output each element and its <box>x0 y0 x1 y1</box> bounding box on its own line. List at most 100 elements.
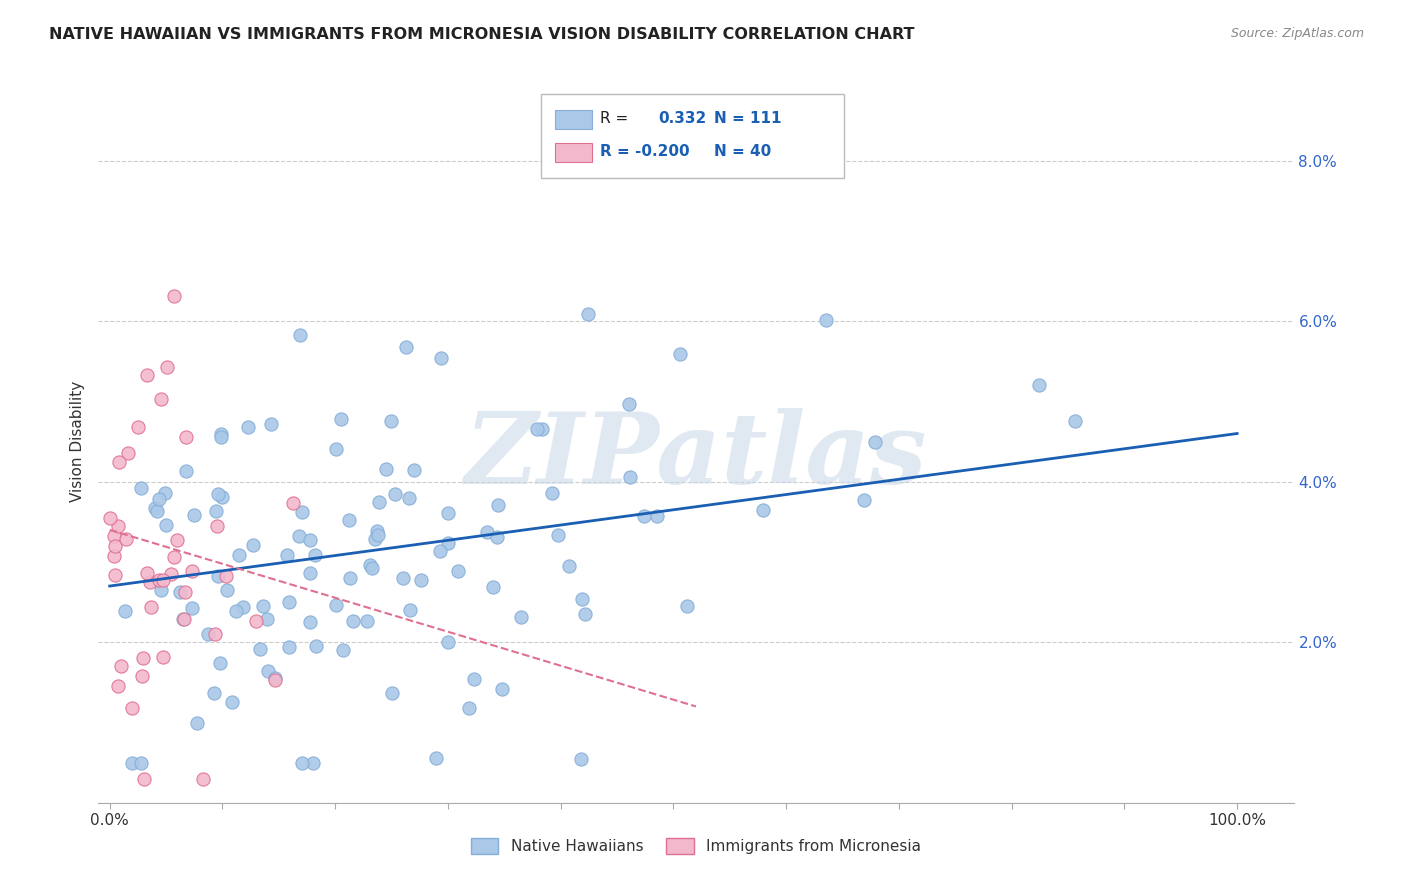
Point <box>217 582 239 597</box>
Point <box>541 486 564 500</box>
Point <box>437 506 460 520</box>
Point <box>162 288 184 302</box>
Point <box>375 462 398 476</box>
Point <box>571 591 593 606</box>
Text: N = 111: N = 111 <box>714 112 782 126</box>
Point <box>576 307 599 321</box>
Point <box>149 583 172 598</box>
Point <box>402 463 425 477</box>
Point <box>172 612 194 626</box>
Point <box>304 548 326 562</box>
Point <box>510 610 533 624</box>
Point <box>752 503 775 517</box>
Point <box>337 513 360 527</box>
Point <box>149 392 172 406</box>
Point <box>181 600 204 615</box>
Point <box>197 627 219 641</box>
Text: N = 40: N = 40 <box>714 145 772 159</box>
Point <box>256 612 278 626</box>
Point <box>304 640 326 654</box>
Point <box>1028 378 1050 392</box>
Text: R = -0.200: R = -0.200 <box>600 145 690 159</box>
Point <box>260 417 283 432</box>
Point <box>526 422 548 436</box>
Point <box>447 564 470 578</box>
Point <box>339 571 361 585</box>
Point <box>361 561 384 575</box>
Point <box>1064 414 1087 428</box>
Point <box>134 772 156 786</box>
Point <box>136 566 159 580</box>
Point <box>647 509 669 524</box>
Point <box>429 543 451 558</box>
Point <box>141 599 163 614</box>
Point <box>815 312 838 326</box>
Point <box>366 524 388 538</box>
Point <box>183 508 205 522</box>
Point <box>98 511 121 525</box>
Point <box>143 501 166 516</box>
Point <box>368 495 391 509</box>
Point <box>173 584 195 599</box>
Point <box>209 427 232 442</box>
Point <box>232 600 254 615</box>
Point <box>121 701 143 715</box>
Point <box>463 672 485 686</box>
Point <box>148 573 170 587</box>
Point <box>207 569 229 583</box>
Point <box>152 573 174 587</box>
Point <box>330 412 353 426</box>
Text: R =: R = <box>600 112 638 126</box>
Point <box>288 528 311 542</box>
Point <box>148 492 170 507</box>
Point <box>202 686 225 700</box>
Point <box>298 566 321 580</box>
Point <box>485 531 508 545</box>
Point <box>325 598 347 612</box>
Point <box>486 498 509 512</box>
Point <box>437 536 460 550</box>
Point <box>207 518 229 533</box>
Point <box>281 496 304 510</box>
Point <box>173 612 195 626</box>
Point <box>225 604 247 618</box>
Point <box>155 517 177 532</box>
Point <box>380 414 402 428</box>
Point <box>475 524 498 539</box>
Point <box>278 640 301 654</box>
Point <box>619 470 641 484</box>
Point <box>117 446 139 460</box>
Point <box>298 615 321 630</box>
Point <box>395 340 418 354</box>
Legend: Native Hawaiians, Immigrants from Micronesia: Native Hawaiians, Immigrants from Micron… <box>465 832 927 860</box>
Point <box>127 420 149 434</box>
Point <box>290 756 312 770</box>
Point <box>104 567 127 582</box>
Point <box>103 529 125 543</box>
Point <box>359 558 381 572</box>
Point <box>156 359 179 374</box>
Point <box>291 505 314 519</box>
Point <box>437 635 460 649</box>
Point <box>852 492 875 507</box>
Point <box>152 650 174 665</box>
Point <box>531 422 554 436</box>
Point <box>174 430 197 444</box>
Point <box>367 528 389 542</box>
Point <box>257 664 280 678</box>
Point <box>865 434 887 449</box>
Point <box>399 603 422 617</box>
Point <box>153 485 176 500</box>
Point <box>676 599 699 613</box>
Point <box>209 430 232 444</box>
Text: 0.332: 0.332 <box>658 112 706 126</box>
Point <box>129 756 152 770</box>
Point <box>207 487 229 501</box>
Point <box>121 756 143 770</box>
Point <box>215 569 238 583</box>
Point <box>107 679 129 693</box>
Point <box>356 614 378 628</box>
Point <box>160 566 183 581</box>
Point <box>547 528 569 542</box>
Point <box>166 533 188 547</box>
